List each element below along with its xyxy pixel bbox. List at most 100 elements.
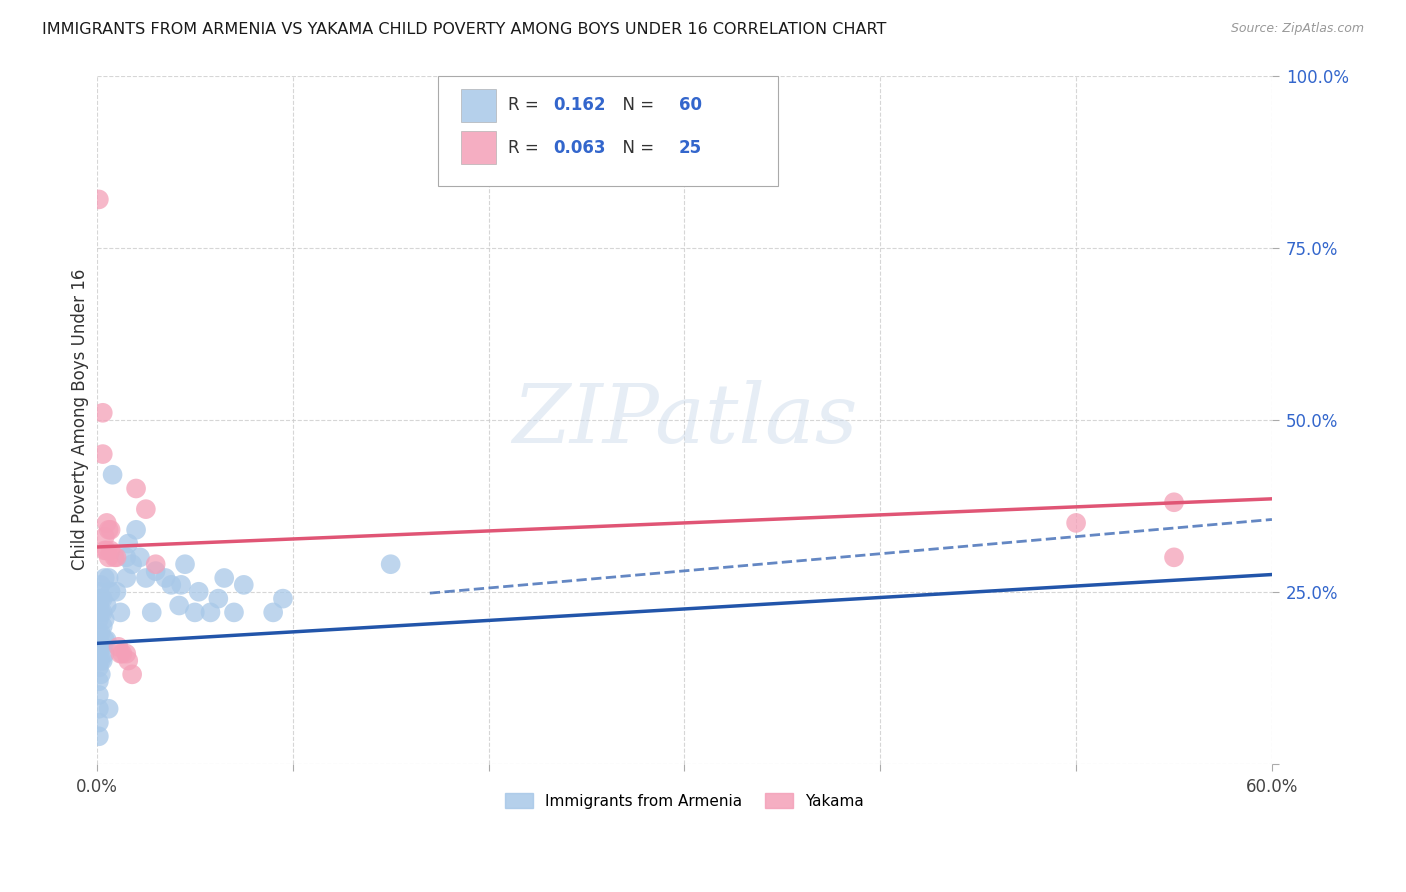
- Point: [103, 550, 125, 565]
- Point: [1064, 516, 1087, 530]
- Point: [91, 619, 114, 633]
- Point: [87, 584, 110, 599]
- Point: [121, 667, 143, 681]
- Point: [96, 632, 118, 647]
- Point: [380, 558, 402, 572]
- Point: [93, 571, 115, 585]
- Point: [93, 543, 115, 558]
- Point: [87, 715, 110, 730]
- Point: [141, 606, 163, 620]
- Point: [170, 578, 193, 592]
- Point: [97, 571, 120, 585]
- Legend: Immigrants from Armenia, Yakama: Immigrants from Armenia, Yakama: [499, 787, 870, 814]
- Text: R =: R =: [508, 139, 544, 157]
- Point: [110, 647, 132, 661]
- Text: 0.063: 0.063: [553, 139, 606, 157]
- Point: [207, 591, 229, 606]
- Point: [96, 516, 118, 530]
- Point: [135, 571, 157, 585]
- Text: 0.162: 0.162: [553, 96, 606, 114]
- Point: [87, 729, 110, 743]
- Point: [93, 632, 115, 647]
- Point: [232, 578, 254, 592]
- Point: [91, 406, 114, 420]
- Point: [93, 612, 115, 626]
- Point: [1163, 495, 1185, 509]
- Point: [100, 523, 122, 537]
- Point: [87, 702, 110, 716]
- Point: [110, 606, 132, 620]
- Point: [155, 571, 177, 585]
- Point: [97, 550, 120, 565]
- Point: [125, 523, 148, 537]
- Point: [91, 640, 114, 654]
- Point: [107, 640, 129, 654]
- Point: [97, 702, 120, 716]
- Text: R =: R =: [508, 96, 544, 114]
- Point: [87, 626, 110, 640]
- Point: [117, 654, 139, 668]
- Point: [129, 550, 152, 565]
- Point: [271, 591, 294, 606]
- Point: [93, 647, 115, 661]
- Point: [87, 193, 110, 207]
- Point: [200, 606, 222, 620]
- Point: [115, 550, 138, 565]
- Point: [96, 543, 118, 558]
- FancyBboxPatch shape: [461, 130, 496, 163]
- Point: [90, 667, 112, 681]
- Point: [174, 558, 197, 572]
- Point: [167, 599, 190, 613]
- Point: [160, 578, 183, 592]
- Text: Source: ZipAtlas.com: Source: ZipAtlas.com: [1230, 22, 1364, 36]
- Point: [87, 688, 110, 702]
- Point: [90, 606, 112, 620]
- Point: [87, 660, 110, 674]
- Point: [87, 674, 110, 689]
- FancyBboxPatch shape: [437, 76, 779, 186]
- Point: [87, 640, 110, 654]
- Point: [90, 640, 112, 654]
- Point: [97, 523, 120, 537]
- Point: [90, 654, 112, 668]
- Point: [101, 467, 124, 482]
- Point: [145, 558, 167, 572]
- Point: [1163, 550, 1185, 565]
- Text: 25: 25: [679, 139, 702, 157]
- Point: [90, 591, 112, 606]
- Point: [91, 591, 114, 606]
- Point: [100, 584, 122, 599]
- Point: [91, 606, 114, 620]
- Point: [105, 584, 128, 599]
- FancyBboxPatch shape: [461, 88, 496, 121]
- Point: [91, 654, 114, 668]
- Point: [115, 571, 138, 585]
- Point: [222, 606, 245, 620]
- Point: [91, 447, 114, 461]
- Point: [90, 578, 112, 592]
- Point: [184, 606, 207, 620]
- Text: N =: N =: [612, 96, 659, 114]
- Point: [87, 612, 110, 626]
- Point: [105, 550, 128, 565]
- Y-axis label: Child Poverty Among Boys Under 16: Child Poverty Among Boys Under 16: [72, 269, 89, 570]
- Point: [87, 599, 110, 613]
- Point: [115, 647, 138, 661]
- Point: [87, 654, 110, 668]
- Point: [111, 647, 134, 661]
- Text: 60: 60: [679, 96, 702, 114]
- Point: [187, 584, 209, 599]
- Text: ZIPatlas: ZIPatlas: [512, 380, 858, 459]
- Point: [90, 626, 112, 640]
- Point: [145, 564, 167, 578]
- Text: N =: N =: [612, 139, 659, 157]
- Point: [117, 536, 139, 550]
- Point: [125, 482, 148, 496]
- Point: [96, 599, 118, 613]
- Point: [135, 502, 157, 516]
- Point: [212, 571, 235, 585]
- Point: [93, 530, 115, 544]
- Point: [262, 606, 284, 620]
- Point: [100, 543, 122, 558]
- Point: [121, 558, 143, 572]
